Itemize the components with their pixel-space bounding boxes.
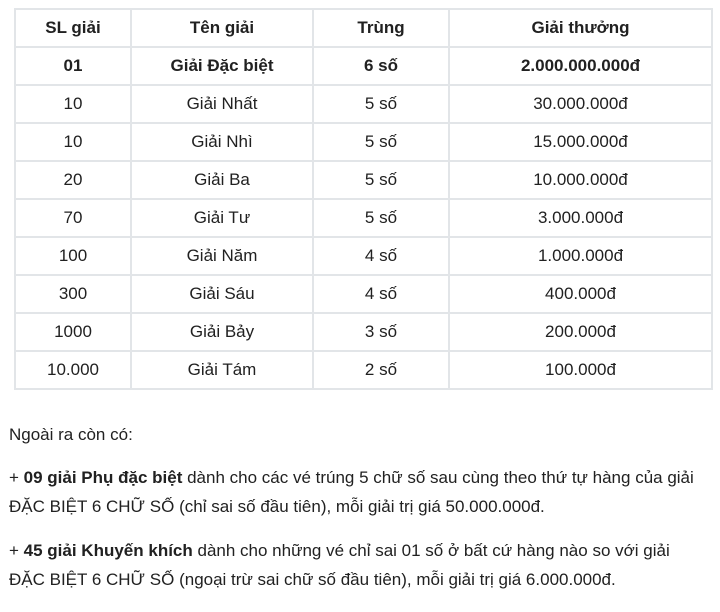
- column-header-trung: Trùng: [312, 8, 450, 48]
- note-item-phu-dac-biet: + 09 giải Phụ đặc biệt dành cho các vé t…: [9, 463, 710, 521]
- note-text: dành cho các vé trúng 5 chữ số sau cùng …: [9, 468, 694, 516]
- cell-quantity: 20: [14, 160, 132, 200]
- prize-table: SL giải Tên giải Trùng Giải thưởng 01 Gi…: [14, 8, 713, 390]
- notes-section: Ngoài ra còn có: + 09 giải Phụ đặc biệt …: [9, 420, 710, 594]
- column-header-giai-thuong: Giải thưởng: [448, 8, 713, 48]
- cell-prize-value: 10.000.000đ: [448, 160, 713, 200]
- cell-prize-value: 3.000.000đ: [448, 198, 713, 238]
- table-row: 300 Giải Sáu 4 số 400.000đ: [14, 274, 713, 314]
- note-bold-label: 09 giải Phụ đặc biệt: [23, 468, 183, 487]
- cell-quantity: 10.000: [14, 350, 132, 390]
- cell-quantity: 300: [14, 274, 132, 314]
- article-page: SL giải Tên giải Trùng Giải thưởng 01 Gi…: [0, 8, 720, 594]
- cell-prize-value: 15.000.000đ: [448, 122, 713, 162]
- table-row: 100 Giải Năm 4 số 1.000.000đ: [14, 236, 713, 276]
- note-text: dành cho những vé chỉ sai 01 số ở bất cứ…: [9, 541, 670, 589]
- cell-prize-name: Giải Nhì: [130, 122, 314, 162]
- table-row: 1000 Giải Bảy 3 số 200.000đ: [14, 312, 713, 352]
- cell-match: 5 số: [312, 160, 450, 200]
- cell-quantity: 10: [14, 122, 132, 162]
- column-header-ten-giai: Tên giải: [130, 8, 314, 48]
- table-header-row: SL giải Tên giải Trùng Giải thưởng: [14, 8, 713, 48]
- cell-prize-name: Giải Nhất: [130, 84, 314, 124]
- cell-prize-value: 200.000đ: [448, 312, 713, 352]
- note-item-khuyen-khich: + 45 giải Khuyến khích dành cho những vé…: [9, 536, 710, 594]
- cell-prize-value: 1.000.000đ: [448, 236, 713, 276]
- table-row: 20 Giải Ba 5 số 10.000.000đ: [14, 160, 713, 200]
- cell-prize-name: Giải Bảy: [130, 312, 314, 352]
- cell-prize-value: 2.000.000.000đ: [448, 46, 713, 86]
- cell-prize-name: Giải Ba: [130, 160, 314, 200]
- cell-quantity: 100: [14, 236, 132, 276]
- cell-match: 4 số: [312, 274, 450, 314]
- cell-quantity: 1000: [14, 312, 132, 352]
- note-prefix: +: [9, 468, 24, 487]
- note-prefix: +: [9, 541, 24, 560]
- cell-match: 5 số: [312, 122, 450, 162]
- table-row: 10 Giải Nhất 5 số 30.000.000đ: [14, 84, 713, 124]
- table-row: 10.000 Giải Tám 2 số 100.000đ: [14, 350, 713, 390]
- cell-prize-name: Giải Tư: [130, 198, 314, 238]
- cell-match: 5 số: [312, 84, 450, 124]
- cell-match: 2 số: [312, 350, 450, 390]
- notes-intro: Ngoài ra còn có:: [9, 425, 133, 444]
- cell-prize-name: Giải Năm: [130, 236, 314, 276]
- cell-quantity: 01: [14, 46, 132, 86]
- cell-prize-name: Giải Đặc biệt: [130, 46, 314, 86]
- column-header-sl-giai: SL giải: [14, 8, 132, 48]
- cell-prize-value: 30.000.000đ: [448, 84, 713, 124]
- cell-match: 4 số: [312, 236, 450, 276]
- table-row: 70 Giải Tư 5 số 3.000.000đ: [14, 198, 713, 238]
- cell-prize-value: 100.000đ: [448, 350, 713, 390]
- table-row: 10 Giải Nhì 5 số 15.000.000đ: [14, 122, 713, 162]
- cell-match: 5 số: [312, 198, 450, 238]
- note-bold-label: 45 giải Khuyến khích: [23, 541, 193, 560]
- cell-quantity: 10: [14, 84, 132, 124]
- cell-prize-name: Giải Tám: [130, 350, 314, 390]
- cell-prize-value: 400.000đ: [448, 274, 713, 314]
- table-row-special-prize: 01 Giải Đặc biệt 6 số 2.000.000.000đ: [14, 46, 713, 86]
- cell-quantity: 70: [14, 198, 132, 238]
- cell-prize-name: Giải Sáu: [130, 274, 314, 314]
- cell-match: 3 số: [312, 312, 450, 352]
- cell-match: 6 số: [312, 46, 450, 86]
